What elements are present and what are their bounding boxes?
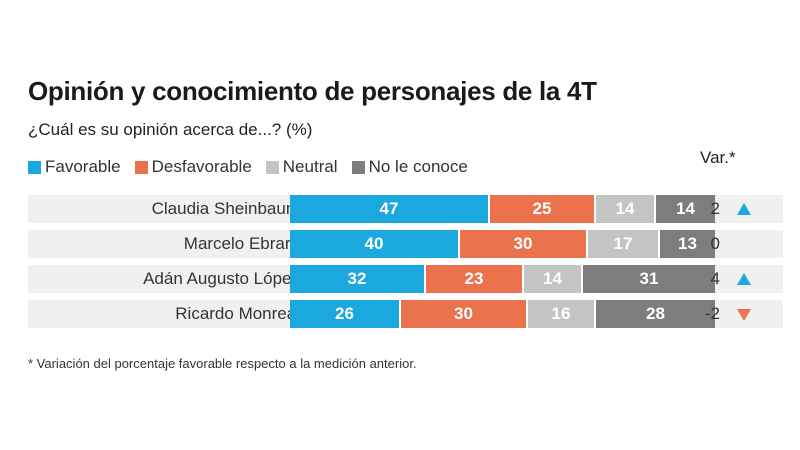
legend-swatch-desfavorable <box>134 160 148 174</box>
legend-item-desfavorable: Desfavorable <box>134 157 252 177</box>
legend-label-no-le-conoce: No le conoce <box>368 157 468 176</box>
bar-track: 40 30 17 13 <box>290 230 715 258</box>
bar-segment-neutral: 14 <box>524 265 583 293</box>
bar-segment-no-le-conoce: 28 <box>596 300 715 328</box>
legend-swatch-no-le-conoce <box>351 160 365 174</box>
bar-segment-desfavorable: 23 <box>426 265 524 293</box>
chart-title: Opinión y conocimiento de personajes de … <box>28 76 597 106</box>
legend-label-neutral: Neutral <box>282 157 338 176</box>
legend-item-neutral: Neutral <box>265 157 338 177</box>
bar-row-adan-augusto-lopez: Adán Augusto López 32 23 14 31 4 <box>28 265 783 293</box>
legend-label-favorable: Favorable <box>45 157 121 176</box>
variation-header: Var.* <box>700 148 736 167</box>
legend-swatch-neutral <box>265 160 279 174</box>
category-label: Marcelo Ebrard <box>183 234 300 253</box>
bar-track: 26 30 16 28 <box>290 300 715 328</box>
bar-segment-favorable: 32 <box>290 265 426 293</box>
bar-track: 32 23 14 31 <box>290 265 715 293</box>
legend-swatch-favorable <box>28 160 41 174</box>
triangle-up-icon <box>737 203 751 215</box>
legend: Favorable Desfavorable Neutral No le con… <box>28 157 482 177</box>
bar-segment-neutral: 16 <box>528 300 596 328</box>
category-label: Adán Augusto López <box>143 269 300 288</box>
bar-segment-favorable: 26 <box>290 300 401 328</box>
bar-row-claudia-sheinbaum: Claudia Sheinbaum 47 25 14 14 2 <box>28 195 783 223</box>
category-label: Ricardo Monreal <box>175 304 300 323</box>
bar-segment-desfavorable: 30 <box>460 230 588 258</box>
category-label: Claudia Sheinbaum <box>151 199 300 218</box>
variation-value: -2 <box>704 304 720 323</box>
footnote: * Variación del porcentaje favorable res… <box>28 356 417 371</box>
variation-value: 4 <box>710 269 720 288</box>
bar-track: 47 25 14 14 <box>290 195 715 223</box>
bar-segment-no-le-conoce: 14 <box>656 195 715 223</box>
bar-segment-no-le-conoce: 13 <box>660 230 715 258</box>
bar-segment-desfavorable: 25 <box>490 195 596 223</box>
bar-row-ricardo-monreal: Ricardo Monreal 26 30 16 28 -2 <box>28 300 783 328</box>
legend-item-favorable: Favorable <box>28 157 121 177</box>
legend-label-desfavorable: Desfavorable <box>151 157 252 176</box>
bar-segment-neutral: 14 <box>596 195 656 223</box>
bar-segment-favorable: 47 <box>290 195 490 223</box>
legend-item-no-le-conoce: No le conoce <box>351 157 468 177</box>
bar-segment-no-le-conoce: 31 <box>583 265 715 293</box>
bar-segment-neutral: 17 <box>588 230 660 258</box>
bar-row-marcelo-ebrard: Marcelo Ebrard 40 30 17 13 0 <box>28 230 783 258</box>
triangle-down-icon <box>737 309 751 321</box>
variation-value: 0 <box>710 234 720 253</box>
bar-segment-desfavorable: 30 <box>401 300 528 328</box>
triangle-up-icon <box>737 273 751 285</box>
variation-value: 2 <box>710 199 720 218</box>
chart-subtitle: ¿Cuál es su opinión acerca de...? (%) <box>28 120 313 139</box>
bar-segment-favorable: 40 <box>290 230 460 258</box>
